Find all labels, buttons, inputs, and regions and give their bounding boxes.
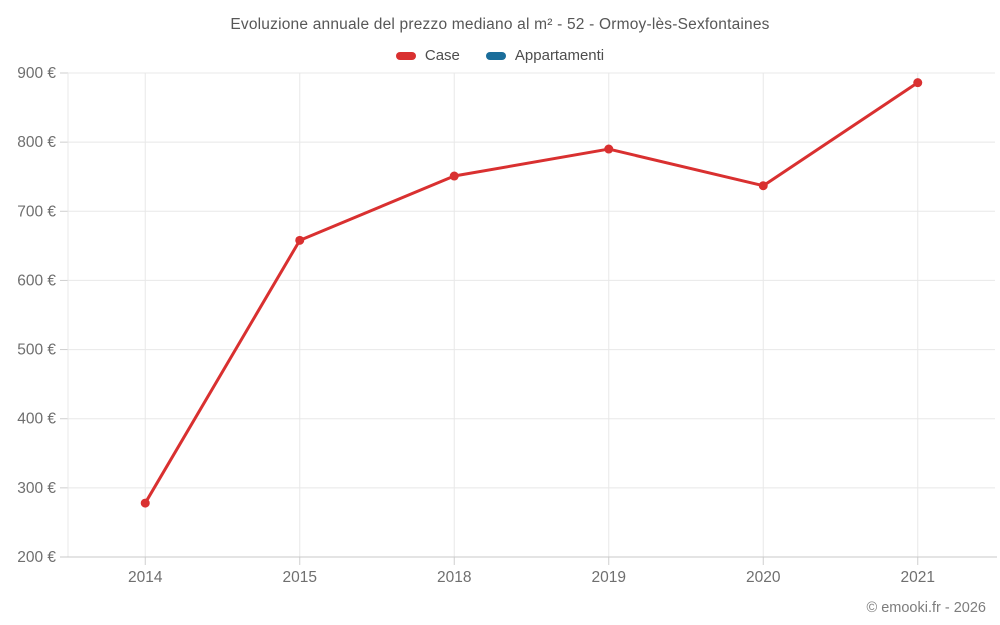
x-axis-tick-label: 2018 (437, 569, 471, 586)
series-line-case (143, 81, 919, 504)
y-axis-tick-label: 500 € (17, 342, 56, 359)
y-axis-tick-label: 600 € (17, 272, 56, 289)
data-point-case[interactable] (449, 171, 459, 181)
y-axis-tick-label: 800 € (17, 134, 56, 151)
data-point-case[interactable] (913, 78, 923, 88)
y-axis-tick-label: 700 € (17, 203, 56, 220)
copyright-text: © emooki.fr - 2026 (866, 600, 986, 616)
y-axis-tick-label: 200 € (17, 549, 56, 566)
legend-item-appartamenti[interactable]: Appartamenti (485, 47, 605, 64)
y-axis-tick-label: 400 € (17, 411, 56, 428)
x-axis-tick-label: 2021 (901, 569, 935, 586)
legend-item-case[interactable]: Case (395, 47, 460, 64)
y-axis-tick-label: 300 € (17, 480, 56, 497)
x-axis-tick-label: 2019 (592, 569, 626, 586)
x-axis-tick-label: 2020 (746, 569, 781, 586)
chart-title: Evoluzione annuale del prezzo mediano al… (230, 16, 770, 33)
x-axis-tick-label: 2014 (128, 569, 163, 586)
data-point-case[interactable] (604, 144, 614, 154)
data-point-case[interactable] (295, 235, 305, 245)
legend-swatch-appartamenti-icon (485, 51, 506, 60)
legend-label-appartamenti: Appartamenti (514, 47, 605, 64)
legend-swatch-case-icon (395, 51, 416, 60)
legend-label-case: Case (424, 47, 460, 64)
y-axis-tick-label: 900 € (17, 65, 56, 82)
legend: Case Appartamenti (0, 47, 1000, 64)
data-point-case[interactable] (140, 498, 150, 508)
x-axis-tick-label: 2015 (283, 569, 317, 586)
data-point-case[interactable] (758, 181, 768, 191)
